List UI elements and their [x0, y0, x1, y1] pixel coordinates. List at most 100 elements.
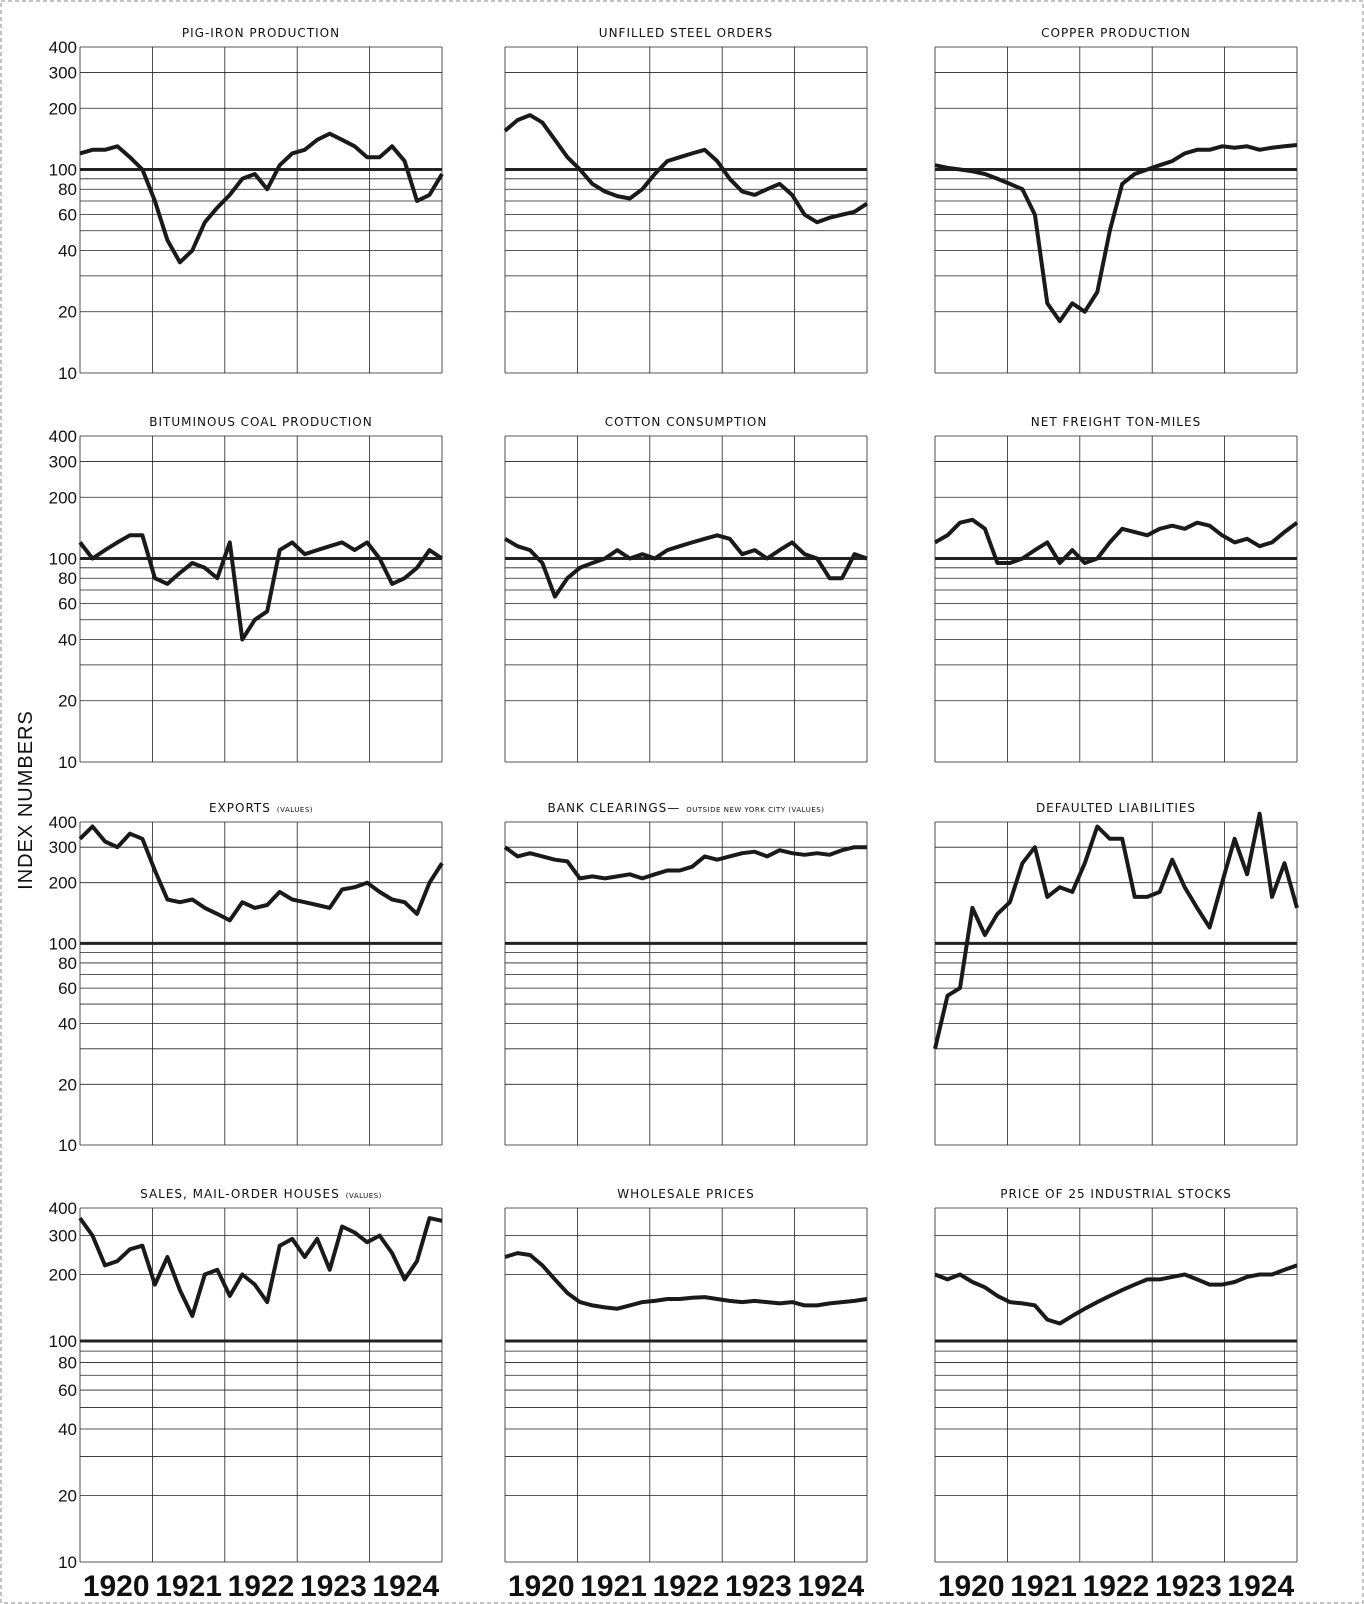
- series-line: [78, 824, 444, 923]
- y-tick-label: 60: [58, 206, 77, 225]
- title-text: PRICE OF 25 INDUSTRIAL STOCKS: [1000, 1187, 1231, 1201]
- title-text: UNFILLED STEEL ORDERS: [599, 26, 773, 40]
- y-tick-label: 200: [49, 99, 77, 118]
- panel-title: COPPER PRODUCTION: [1041, 26, 1191, 40]
- y-tick-label: 10: [58, 1136, 77, 1155]
- y-tick-label: 20: [58, 692, 77, 711]
- title-text: SALES, MAIL-ORDER HOUSES: [140, 1187, 340, 1201]
- subtitle-text: OUTSIDE NEW YORK CITY (VALUES): [686, 806, 824, 814]
- title-text: BITUMINOUS COAL PRODUCTION: [149, 415, 372, 429]
- series-line: [933, 811, 1299, 1050]
- panel: UNFILLED STEEL ORDERS: [503, 26, 869, 374]
- y-tick-label: 400: [49, 1199, 77, 1218]
- y-tick-label: 10: [58, 753, 77, 772]
- series-line: [934, 143, 1298, 324]
- series-line: [934, 517, 1299, 565]
- y-tick-label: 80: [58, 1353, 77, 1372]
- x-tick-label: 1920: [83, 1570, 150, 1603]
- y-axis-title: INDEX NUMBERS: [15, 710, 37, 890]
- y-tick-label: 20: [58, 1075, 77, 1094]
- y-tick-label: 20: [58, 303, 77, 322]
- y-tick-label: 100: [49, 550, 77, 569]
- panel: DEFAULTED LIABILITIES: [933, 801, 1299, 1146]
- panel: BANK CLEARINGS— OUTSIDE NEW YORK CITY (VA…: [503, 801, 868, 1146]
- y-tick-label: 100: [49, 934, 77, 953]
- title-text: COPPER PRODUCTION: [1041, 26, 1191, 40]
- x-tick-label: 1921: [580, 1570, 647, 1603]
- panel: COPPER PRODUCTION: [934, 26, 1298, 374]
- x-tick-label: 1920: [938, 1570, 1005, 1603]
- y-tick-label: 60: [58, 595, 77, 614]
- title-text: NET FREIGHT TON-MILES: [1031, 415, 1201, 429]
- y-tick-label: 10: [58, 1553, 77, 1572]
- series-line: [503, 113, 869, 225]
- series-line: [503, 845, 867, 881]
- y-tick-label: 400: [49, 813, 77, 832]
- panel-title: BITUMINOUS COAL PRODUCTION: [149, 415, 372, 429]
- y-tick-label: 200: [49, 488, 77, 507]
- y-tick-label: 60: [58, 1381, 77, 1400]
- panel-title: PIG-IRON PRODUCTION: [182, 26, 340, 40]
- y-tick-label: 400: [49, 427, 77, 446]
- x-tick-label: 1923: [300, 1570, 367, 1603]
- title-text: DEFAULTED LIABILITIES: [1036, 801, 1196, 815]
- series-line: [78, 533, 444, 642]
- x-tick-label: 1921: [1010, 1570, 1077, 1603]
- series-line: [78, 1216, 443, 1318]
- x-tick-label: 1923: [1155, 1570, 1222, 1603]
- x-tick-label: 1924: [797, 1570, 864, 1603]
- y-tick-label: 300: [49, 1227, 77, 1246]
- y-tick-label: 40: [58, 241, 77, 260]
- y-tick-label: 40: [58, 1015, 77, 1034]
- y-tick-label: 80: [58, 954, 77, 973]
- panel-title: SALES, MAIL-ORDER HOUSES (VALUES): [140, 1187, 382, 1201]
- x-tick-label: 1922: [1083, 1570, 1150, 1603]
- panel-title: WHOLESALE PRICES: [617, 1187, 754, 1201]
- panel-title: EXPORTS (VALUES): [209, 801, 313, 815]
- panel: COTTON CONSUMPTION: [503, 415, 868, 763]
- panel: NET FREIGHT TON-MILES: [934, 415, 1299, 763]
- y-tick-label: 60: [58, 979, 77, 998]
- series-line: [934, 1263, 1298, 1326]
- x-tick-label: 1923: [725, 1570, 792, 1603]
- series-line: [503, 533, 868, 599]
- x-tick-label: 1924: [372, 1570, 439, 1603]
- y-tick-label: 200: [49, 1266, 77, 1285]
- title-text: PIG-IRON PRODUCTION: [182, 26, 340, 40]
- series-line: [79, 131, 444, 265]
- panel-title: BANK CLEARINGS— OUTSIDE NEW YORK CITY (VA…: [548, 801, 825, 815]
- y-tick-label: 10: [58, 364, 77, 383]
- y-tick-label: 20: [58, 1486, 77, 1505]
- panel-title: DEFAULTED LIABILITIES: [1036, 801, 1196, 815]
- y-tick-label: 80: [58, 569, 77, 588]
- panel-title: NET FREIGHT TON-MILES: [1031, 415, 1201, 429]
- panel-title: PRICE OF 25 INDUSTRIAL STOCKS: [1000, 1187, 1231, 1201]
- subtitle-text: (VALUES): [346, 1192, 382, 1200]
- panel: WHOLESALE PRICES 1920 1921 1922 1923 1924: [504, 1187, 868, 1603]
- y-tick-label: 400: [49, 38, 77, 57]
- subtitle-text: (VALUES): [277, 806, 313, 814]
- y-tick-label: 100: [49, 161, 77, 180]
- series-line: [504, 1251, 868, 1311]
- x-tick-label: 1924: [1227, 1570, 1294, 1603]
- y-tick-label: 200: [49, 874, 77, 893]
- y-tick-label: 300: [49, 63, 77, 82]
- y-tick-label: 300: [49, 838, 77, 857]
- title-text: WHOLESALE PRICES: [617, 1187, 754, 1201]
- y-tick-label: 100: [49, 1332, 77, 1351]
- title-text: EXPORTS: [209, 801, 271, 815]
- y-tick-label: 40: [58, 1420, 77, 1439]
- x-tick-label: 1922: [228, 1570, 295, 1603]
- panel-title: COTTON CONSUMPTION: [605, 415, 768, 429]
- panel: SALES, MAIL-ORDER HOUSES (VALUES) 10 20 40 60…: [49, 1187, 443, 1603]
- title-text: COTTON CONSUMPTION: [605, 415, 768, 429]
- x-tick-label: 1921: [155, 1570, 222, 1603]
- y-tick-label: 80: [58, 180, 77, 199]
- x-tick-label: 1922: [653, 1570, 720, 1603]
- title-text: BANK CLEARINGS—: [548, 801, 681, 815]
